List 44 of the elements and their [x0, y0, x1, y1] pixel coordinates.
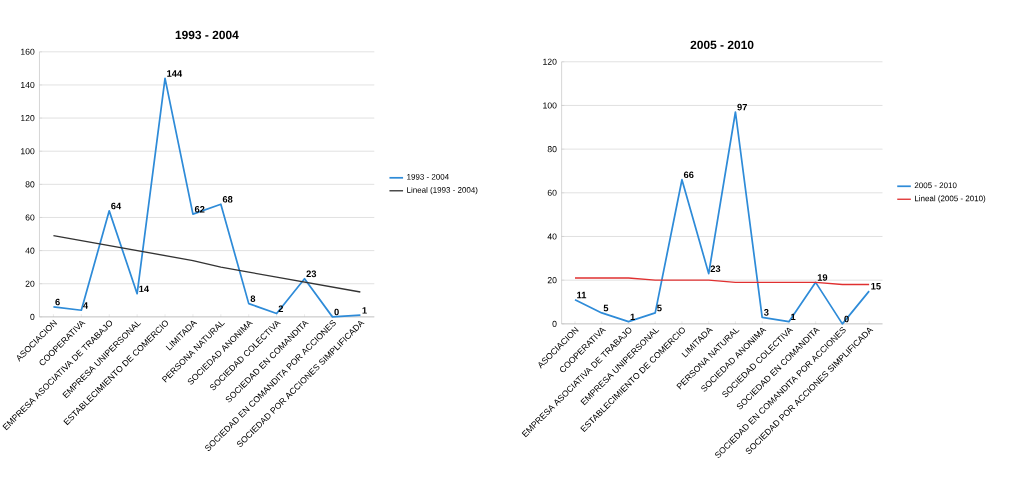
data-label: 3: [763, 308, 769, 316]
data-label: 0: [844, 315, 849, 323]
data-label: 6: [55, 298, 60, 306]
y-tick-label: 0: [552, 320, 557, 327]
data-label: 0: [334, 308, 339, 316]
y-tick-label: 100: [543, 102, 557, 109]
data-label: 66: [683, 171, 694, 178]
data-label: 19: [817, 274, 828, 281]
chart-title: 1993 - 2004: [175, 30, 239, 39]
data-label: 1: [791, 313, 796, 320]
data-label: 5: [603, 304, 609, 312]
data-label: 64: [111, 202, 122, 210]
data-label: 97: [737, 103, 747, 111]
y-tick-label: 40: [25, 247, 35, 254]
chart-title: 2005 - 2010: [690, 40, 754, 49]
line-series: [574, 111, 870, 325]
data-label: 62: [194, 205, 205, 213]
data-label: 1: [362, 307, 367, 314]
data-label: 14: [139, 285, 150, 292]
y-tick-label: 160: [21, 48, 35, 55]
data-label: 11: [577, 291, 587, 299]
y-tick-label: 60: [25, 214, 35, 221]
data-label: 8: [250, 295, 256, 302]
y-tick-label: 20: [25, 280, 35, 287]
y-tick-label: 80: [547, 145, 557, 153]
y-tick-label: 120: [543, 58, 557, 65]
y-tick-label: 20: [547, 276, 557, 284]
data-label: 144: [167, 70, 183, 77]
y-tick-label: 40: [547, 233, 557, 240]
data-label: 68: [222, 195, 233, 203]
y-tick-label: 140: [21, 81, 35, 88]
y-tick-label: 80: [25, 181, 35, 188]
y-tick-label: 100: [21, 148, 35, 155]
data-label: 1: [630, 313, 635, 320]
data-label: 4: [83, 302, 89, 309]
data-label: 2: [278, 305, 284, 312]
y-tick-label: 0: [30, 313, 35, 320]
data-label: 15: [871, 282, 881, 290]
data-label: 23: [710, 265, 721, 272]
y-tick-label: 120: [21, 114, 35, 121]
data-label: 5: [657, 304, 662, 312]
line-series: [52, 77, 362, 318]
y-tick-label: 60: [547, 189, 557, 196]
data-label: 23: [306, 270, 317, 278]
